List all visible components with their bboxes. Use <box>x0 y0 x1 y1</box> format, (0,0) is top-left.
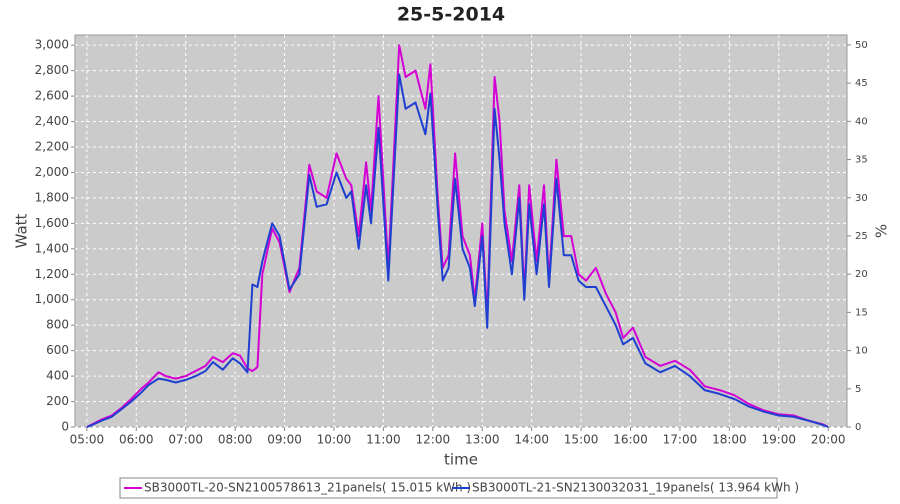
y-axis-label: Watt <box>13 213 31 248</box>
y-tick-label: 2,600 <box>35 89 69 103</box>
y2-tick-label: 15 <box>855 307 868 318</box>
x-tick-label: 11:00 <box>366 433 401 447</box>
x-tick-label: 10:00 <box>317 433 352 447</box>
y2-tick-label: 0 <box>855 422 861 433</box>
y-tick-label: 200 <box>46 394 69 408</box>
x-tick-label: 17:00 <box>663 433 698 447</box>
y-tick-label: 1,200 <box>35 267 69 281</box>
y2-tick-label: 40 <box>855 116 868 127</box>
y-tick-label: 1,400 <box>35 241 69 255</box>
y2-tick-label: 20 <box>855 269 868 280</box>
y2-tick-label: 45 <box>855 78 868 89</box>
y-tick-label: 2,800 <box>35 63 69 77</box>
x-tick-label: 15:00 <box>564 433 599 447</box>
x-axis-label: time <box>444 451 478 469</box>
x-tick-label: 12:00 <box>416 433 451 447</box>
y2-tick-label: 35 <box>855 155 868 166</box>
y-tick-label: 1,000 <box>35 292 69 306</box>
y-tick-label: 800 <box>46 318 69 332</box>
chart-title: 25-5-2014 <box>397 4 505 26</box>
y-tick-label: 2,400 <box>35 114 69 128</box>
y-tick-label: 0 <box>61 420 69 434</box>
y-tick-label: 600 <box>46 343 69 357</box>
y2-tick-label: 25 <box>855 231 868 242</box>
x-tick-label: 18:00 <box>712 433 747 447</box>
y2-axis-label: % <box>873 224 891 238</box>
x-tick-label: 16:00 <box>613 433 648 447</box>
y2-tick-label: 30 <box>855 193 868 204</box>
x-tick-label: 07:00 <box>168 433 203 447</box>
x-tick-label: 08:00 <box>218 433 253 447</box>
y2-tick-label: 50 <box>855 40 868 51</box>
y2-tick-label: 5 <box>855 384 861 395</box>
series-line <box>86 73 829 428</box>
x-tick-label: 14:00 <box>514 433 549 447</box>
x-tick-label: 19:00 <box>761 433 796 447</box>
y-tick-label: 3,000 <box>35 38 69 52</box>
x-tick-label: 09:00 <box>267 433 302 447</box>
legend-label: SB3000TL-20-SN2100578613_21panels( 15.01… <box>144 481 471 495</box>
x-tick-label: 20:00 <box>811 433 846 447</box>
x-tick-label: 13:00 <box>465 433 500 447</box>
y-tick-label: 1,800 <box>35 190 69 204</box>
y-tick-label: 1,600 <box>35 216 69 230</box>
legend-label: SB3000TL-21-SN2130032031_19panels( 13.96… <box>472 481 799 495</box>
y2-tick-label: 10 <box>855 346 868 357</box>
y-tick-label: 2,000 <box>35 165 69 179</box>
x-tick-label: 05:00 <box>70 433 105 447</box>
x-tick-label: 06:00 <box>119 433 154 447</box>
y-tick-label: 400 <box>46 369 69 383</box>
legend <box>119 477 778 499</box>
y-tick-label: 2,200 <box>35 140 69 154</box>
